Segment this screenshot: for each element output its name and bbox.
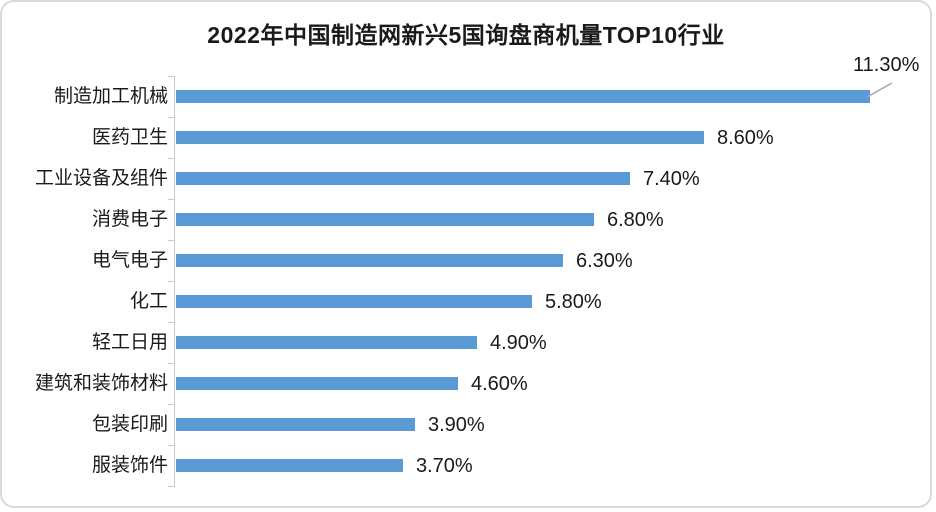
value-label-callout: 11.30% [853,54,920,76]
bar-row: 包装印刷 3.90% [2,404,930,445]
axis-tick [168,158,175,159]
axis-tick [168,240,175,241]
axis-tick [168,363,175,364]
value-label: 6.80% [607,208,664,231]
axis-tick [168,76,175,77]
bar-row: 医药卫生 8.60% [2,117,930,158]
axis-tick [168,281,175,282]
chart-title: 2022年中国制造网新兴5国询盘商机量TOP10行业 [207,22,725,48]
value-label: 7.40% [643,167,700,190]
axis-tick [168,322,175,323]
bar [176,172,630,185]
bar [176,254,563,267]
value-label: 4.60% [471,372,528,395]
bar-row: 消费电子 6.80% [2,199,930,240]
axis-tick [168,199,175,200]
bar [176,377,458,390]
category-label: 服装饰件 [91,455,168,476]
axis-tick [168,445,175,446]
bar [176,131,704,144]
bar [176,90,870,103]
category-label: 医药卫生 [91,127,168,148]
plot-area: 制造加工机械医药卫生 8.60% 工业设备及组件 7.40% 消费电子 6.80% 电气电子… [2,76,930,488]
bar-row: 化工 5.80% [2,281,930,322]
axis-tick [168,404,175,405]
category-label: 包装印刷 [91,414,168,435]
axis-tick [168,117,175,118]
bar [176,213,594,226]
category-label: 工业设备及组件 [34,168,168,189]
bar [176,459,403,472]
category-label: 轻工日用 [91,332,168,353]
category-label: 消费电子 [91,209,168,230]
value-label: 3.70% [416,454,473,477]
value-label: 3.90% [428,413,485,436]
value-label: 6.30% [576,249,633,272]
category-label: 制造加工机械 [53,86,168,107]
value-label: 5.80% [545,290,602,313]
value-label: 4.90% [490,331,547,354]
value-label: 8.60% [717,126,774,149]
bar-row: 电气电子 6.30% [2,240,930,281]
bar [176,295,532,308]
bar-row: 服装饰件 3.70% [2,445,930,486]
bar-row: 建筑和装饰材料 4.60% [2,363,930,404]
bar [176,418,415,431]
bar-row: 轻工日用 4.90% [2,322,930,363]
bar-row: 工业设备及组件 7.40% [2,158,930,199]
axis-tick [168,486,175,487]
bar-row: 制造加工机械 [2,76,930,117]
category-label: 化工 [129,291,168,312]
bar [176,336,477,349]
category-label: 建筑和装饰材料 [34,373,168,394]
leader-line [866,82,893,98]
category-label: 电气电子 [91,250,168,271]
